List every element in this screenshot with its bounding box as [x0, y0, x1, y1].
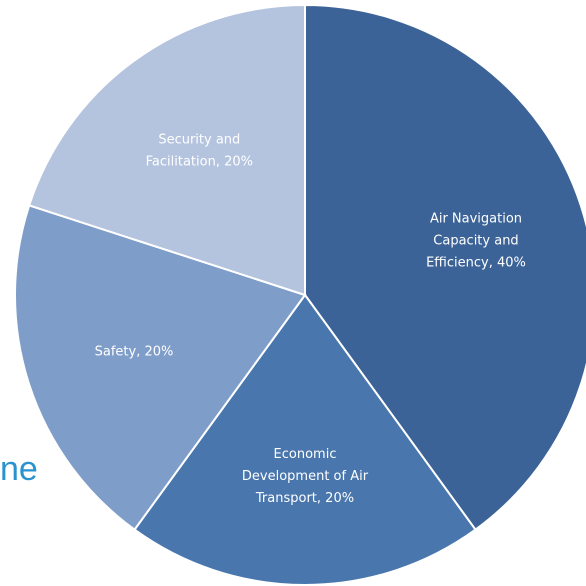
slice-label-line: Development of Air	[242, 469, 369, 484]
slice-label-1: Economic Development of Air Transport, 20%	[242, 447, 369, 506]
slice-label-2: Safety, 20%	[95, 345, 174, 360]
slice-label-3: Security and Facilitation, 20%	[146, 133, 253, 170]
pie-slice-0	[304, 3, 586, 532]
pie-slice-1	[133, 293, 477, 586]
pie-slices	[14, 3, 586, 586]
background-text-fragment: ne	[0, 450, 38, 488]
pie-labels: Air Navigation Capacity and Efficiency, 40…	[95, 133, 526, 506]
slice-label-line: Capacity and	[433, 233, 518, 248]
slice-label-line: Economic	[274, 447, 337, 462]
slice-label-line: Safety, 20%	[95, 345, 174, 360]
pie-slice-3	[27, 3, 306, 297]
slice-label-line: Transport, 20%	[255, 491, 354, 506]
slice-label-line: Security and	[158, 133, 240, 148]
pie-slice-2	[14, 204, 307, 532]
slice-label-line: Facilitation, 20%	[146, 155, 253, 170]
slice-label-line: Efficiency, 40%	[426, 255, 526, 270]
slice-label-0: Air Navigation Capacity and Efficiency, 40…	[426, 211, 526, 270]
slice-label-line: Air Navigation	[430, 211, 522, 226]
